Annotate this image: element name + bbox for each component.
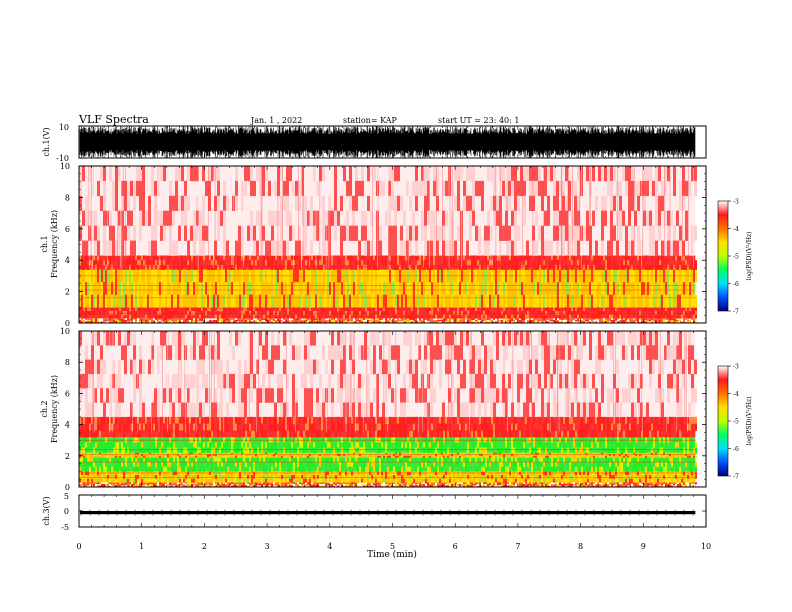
colorbar bbox=[717, 365, 729, 477]
ch2-spectrogram-panel: 0 2 4 6 8 10 ch.2 Frequency (kHz) -3 -4 -5 -6 -7 l… bbox=[40, 327, 753, 492]
ch3-ytick-top: 5 bbox=[64, 492, 69, 501]
spectrogram-band-peak bbox=[79, 437, 697, 453]
ytick-label: 10 bbox=[60, 162, 70, 171]
station-label: station= KAP bbox=[343, 116, 398, 125]
spectrogram-band-peak bbox=[79, 457, 697, 472]
spectrogram-band-mixed bbox=[79, 318, 697, 324]
spectrogram-band-high bbox=[79, 452, 697, 458]
ch2-spec-ylabel-2: Frequency (kHz) bbox=[50, 375, 59, 443]
colorbar-label: log(PSD)(V²/Hz) bbox=[746, 397, 753, 446]
ch1-ylabel: ch.1(V) bbox=[42, 127, 51, 156]
ch1-spectrogram-panel: 0 2 4 6 8 10 ch.1 Frequency (kHz) -3 -4 -5 -6 -7 l… bbox=[40, 162, 753, 328]
spectrogram-tone-lines bbox=[79, 166, 696, 314]
colorbar-tick-label: -4 bbox=[733, 226, 739, 233]
ytick-label: 2 bbox=[65, 288, 70, 297]
ytick-label: 10 bbox=[60, 327, 70, 336]
colorbar bbox=[717, 200, 729, 312]
colorbar-tick-label: -4 bbox=[733, 391, 739, 398]
ytick-label: 0 bbox=[65, 319, 70, 328]
ytick-label: 4 bbox=[65, 256, 70, 265]
xtick-label: 3 bbox=[265, 542, 270, 551]
xtick-label: 10 bbox=[701, 542, 711, 551]
xtick-label: 6 bbox=[453, 542, 458, 551]
spectrogram-tone-lines bbox=[79, 331, 696, 478]
ytick-label: 8 bbox=[65, 193, 70, 202]
colorbar-tick-label: -6 bbox=[733, 446, 739, 453]
ytick-label: 0 bbox=[65, 483, 70, 492]
spectrogram-band-low bbox=[79, 331, 697, 418]
ch3-ytick-mid: 0 bbox=[64, 507, 69, 516]
ytick-label: 6 bbox=[65, 225, 70, 234]
spectrogram-band-high bbox=[79, 269, 697, 308]
ch3-waveform-trace bbox=[80, 511, 696, 515]
xtick-label: 2 bbox=[202, 542, 207, 551]
ch3-ytick-bottom: -5 bbox=[61, 523, 69, 532]
colorbar-tick-label: -3 bbox=[733, 199, 739, 206]
xtick-label: 4 bbox=[327, 542, 332, 551]
ch1-spec-ylabel-1: ch.1 bbox=[40, 235, 49, 252]
colorbar-tick-label: -5 bbox=[733, 254, 739, 261]
ch3-ylabel: ch.3(V) bbox=[42, 496, 51, 525]
colorbar-tick-label: -5 bbox=[733, 419, 739, 426]
xtick-label: 5 bbox=[390, 542, 395, 551]
colorbar-tick-label: -6 bbox=[733, 281, 739, 288]
ch1-ytick-bottom: -10 bbox=[56, 154, 69, 163]
ytick-label: 4 bbox=[65, 421, 70, 430]
xtick-label: 9 bbox=[641, 542, 646, 551]
spectrogram-band-high bbox=[79, 471, 697, 483]
ytick-label: 6 bbox=[65, 389, 70, 398]
ch1-ytick-top: 10 bbox=[59, 123, 69, 132]
xtick-label: 1 bbox=[139, 542, 144, 551]
start-time-label: start UT = 23: 40: 1 bbox=[438, 116, 519, 125]
spectrogram-band-low bbox=[79, 166, 697, 256]
xaxis-label: Time (min) bbox=[367, 549, 417, 560]
xtick-label: 0 bbox=[76, 542, 81, 551]
date-label: Jan. 1 , 2022 bbox=[250, 116, 302, 125]
spectrogram-band-mid bbox=[79, 255, 697, 270]
ch1-spec-ylabel-2: Frequency (kHz) bbox=[50, 210, 59, 278]
ch1-waveform-trace bbox=[79, 126, 696, 158]
colorbar-tick-label: -3 bbox=[733, 364, 739, 371]
ytick-label: 2 bbox=[65, 452, 70, 461]
time-axis: 0 1 2 3 4 5 6 7 8 9 10 bbox=[76, 126, 711, 551]
colorbar-label: log(PSD)(V²/Hz) bbox=[746, 232, 753, 281]
figure-title: VLF Spectra bbox=[78, 113, 149, 126]
xtick-label: 8 bbox=[578, 542, 583, 551]
ch2-spec-ylabel-1: ch.2 bbox=[40, 400, 49, 417]
spectrogram-band-mid bbox=[79, 307, 697, 319]
colorbar-tick-label: -7 bbox=[733, 309, 739, 316]
xtick-label: 7 bbox=[515, 542, 520, 551]
colorbar-tick-label: -7 bbox=[733, 474, 739, 481]
ytick-label: 8 bbox=[65, 358, 70, 367]
spectrogram-band-mid bbox=[79, 416, 697, 438]
